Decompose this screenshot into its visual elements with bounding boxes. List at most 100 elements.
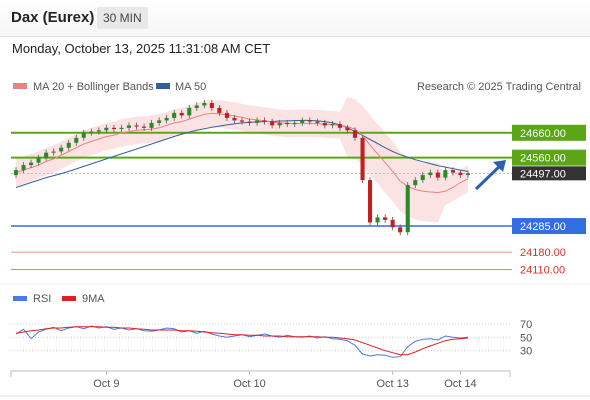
ma20-legend-label: MA 20 + Bollinger Bands <box>33 81 154 93</box>
resistance-label: 24660.00 <box>520 128 566 140</box>
candle-body <box>458 172 463 176</box>
candle-body <box>111 127 116 129</box>
resistance-label: 24560.00 <box>520 153 566 165</box>
last-price-label: 24497.00 <box>520 168 566 180</box>
x-tick-label: Oct 10 <box>233 378 265 390</box>
candle-body <box>292 122 297 125</box>
candle-body <box>405 185 410 233</box>
support-label-box <box>512 218 586 235</box>
candle-body <box>74 137 79 143</box>
forecast-arrow-shaft <box>474 162 504 191</box>
candle-body <box>270 121 275 126</box>
candle-body <box>352 130 357 138</box>
candle-body <box>51 151 56 153</box>
ma50-legend-swatch <box>156 83 170 89</box>
candle-body <box>285 122 290 125</box>
candle-body <box>345 127 350 131</box>
timeframe-button[interactable]: 30 MIN <box>97 7 148 29</box>
candle-body <box>232 117 237 121</box>
candle-body <box>277 122 282 126</box>
candle-body <box>465 173 470 175</box>
candle-body <box>383 217 388 220</box>
support-label: 24285.00 <box>520 221 566 233</box>
candle-body <box>224 112 229 118</box>
candle-body <box>29 162 34 166</box>
candle-body <box>450 170 455 173</box>
candle-body <box>66 142 71 148</box>
candle-body <box>398 227 403 233</box>
candle-body <box>81 132 86 138</box>
rsi-line <box>15 325 469 358</box>
rsi-legend-swatch <box>13 296 27 301</box>
rsi-tick-label: 30 <box>520 346 532 358</box>
header-bar: Dax (Eurex) 30 MIN <box>0 0 590 38</box>
candle-body <box>172 112 177 118</box>
rsi-tick-label: 70 <box>520 319 532 331</box>
ma50-legend-label: MA 50 <box>175 81 206 93</box>
rsi-tick-label: 50 <box>520 332 532 344</box>
candle-body <box>119 127 124 129</box>
candle-body <box>375 217 380 223</box>
candle-body <box>104 127 109 131</box>
candle-body <box>44 152 49 158</box>
candle-body <box>142 126 147 128</box>
resistance-label-box <box>512 124 586 141</box>
candle-body <box>194 105 199 108</box>
candle-body <box>315 121 320 123</box>
candle-body <box>157 120 162 123</box>
candle-body <box>435 172 440 178</box>
rsi-ma-legend-swatch <box>62 296 76 301</box>
candle-body <box>300 120 305 123</box>
candle-body <box>247 121 252 123</box>
candle-body <box>21 165 26 171</box>
chart-datetime: Monday, October 13, 2025 11:31:08 AM CET <box>12 41 271 56</box>
candle-body <box>96 130 101 132</box>
candle-body <box>390 219 395 228</box>
candle-body <box>307 120 312 122</box>
bollinger-band <box>16 96 468 223</box>
candle-body <box>420 175 425 181</box>
x-tick-label: Oct 9 <box>93 378 119 390</box>
candle-body <box>179 112 184 116</box>
candle-body <box>262 120 267 122</box>
resistance-label-box <box>512 149 586 166</box>
candle-body <box>134 125 139 127</box>
candle-body <box>322 122 327 126</box>
x-axis: Oct 9 Oct 10 Oct 13 Oct 14 <box>93 371 477 390</box>
target-label: 24110.00 <box>520 265 565 277</box>
rsi-ma-legend-label: 9MA <box>82 293 105 305</box>
instrument-title: Dax (Eurex) <box>11 9 95 26</box>
candle-body <box>36 157 41 163</box>
candle-body <box>413 180 418 186</box>
candle-body <box>209 103 214 108</box>
candle-body <box>202 103 207 106</box>
ma20-legend-swatch <box>13 83 27 89</box>
candle-body <box>337 124 342 128</box>
target-label: 24180.00 <box>520 247 566 259</box>
rsi-ma-line <box>15 326 469 356</box>
forecast-arrow <box>474 160 506 191</box>
candle-body <box>330 124 335 126</box>
last-price-label-box <box>512 166 586 181</box>
candle-body <box>239 120 244 122</box>
copyright-label: Research © 2025 Trading Central <box>417 81 581 93</box>
bollinger-band-area <box>16 96 468 223</box>
candle-body <box>59 147 64 152</box>
candle-body <box>443 170 448 178</box>
candle-body <box>89 131 94 133</box>
candle-body <box>164 117 169 121</box>
candle-body <box>187 107 192 116</box>
x-tick-label: Oct 14 <box>444 378 476 390</box>
rsi-legend-label: RSI <box>33 293 51 305</box>
candle-body <box>255 120 260 123</box>
candle-body <box>368 180 373 223</box>
candle-body <box>126 125 131 128</box>
forecast-arrow-head <box>493 160 506 172</box>
candles <box>13 99 470 236</box>
x-tick-label: Oct 13 <box>376 378 408 390</box>
candle-body <box>360 137 365 181</box>
candle-body <box>149 122 154 128</box>
candle-body <box>13 170 18 176</box>
